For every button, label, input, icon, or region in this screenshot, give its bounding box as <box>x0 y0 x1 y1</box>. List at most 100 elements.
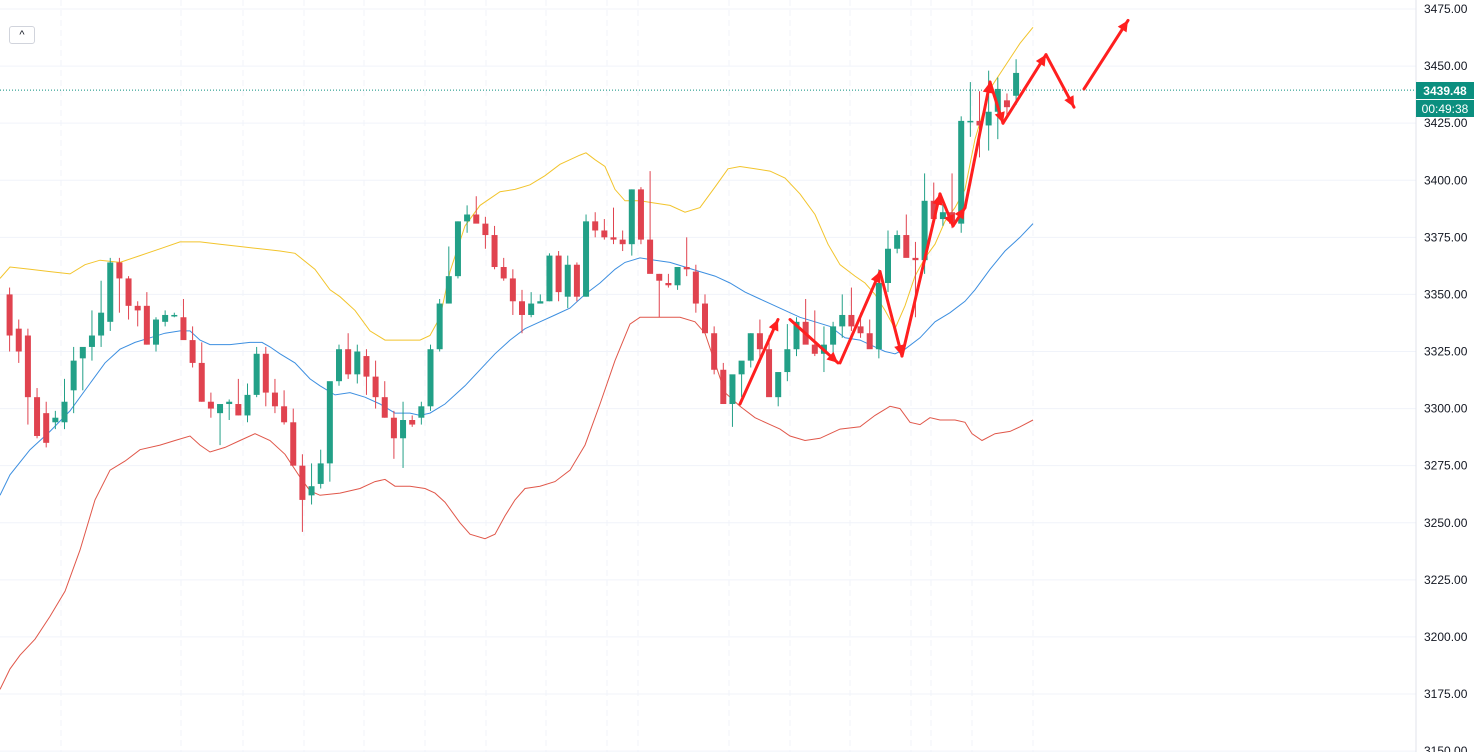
candle-body <box>519 301 525 315</box>
candle-body <box>107 262 114 322</box>
candle-body <box>875 283 882 350</box>
y-axis-tick-label: 3225.00 <box>1424 573 1468 587</box>
candle-body <box>88 335 95 347</box>
candle-body <box>336 349 342 382</box>
y-axis-tick-label: 3325.00 <box>1424 345 1468 359</box>
candle-body <box>1003 100 1010 108</box>
candle-body <box>939 212 946 220</box>
candle-body <box>372 376 379 398</box>
candle-body <box>766 349 773 398</box>
bollinger-middle-band <box>0 223 1034 496</box>
candle-body <box>994 88 1001 112</box>
y-axis-tick-label: 3425.00 <box>1424 116 1468 130</box>
candle-body <box>390 417 397 439</box>
candle-body <box>354 351 361 375</box>
candle-body <box>207 401 214 409</box>
candle-body <box>793 321 800 350</box>
candle-body <box>171 314 178 317</box>
candle-body <box>912 257 919 261</box>
candle-body <box>564 264 571 297</box>
candle-body <box>967 120 974 123</box>
candle-body <box>464 214 471 222</box>
y-axis-tick-label: 3475.00 <box>1424 2 1468 16</box>
y-axis-tick-label: 3175.00 <box>1424 687 1468 701</box>
candle-body <box>665 283 672 286</box>
candle-body <box>125 278 132 306</box>
candle-body <box>592 221 599 231</box>
last-price-label: 3439.48 <box>1416 82 1474 99</box>
y-axis-tick-label: 3150.00 <box>1424 744 1468 752</box>
candle-body <box>903 235 910 258</box>
candle-body <box>308 486 315 496</box>
candle-body <box>702 303 708 334</box>
candle-body <box>61 401 68 423</box>
candle-body <box>1013 72 1020 96</box>
candle-body <box>619 239 626 245</box>
candle-body <box>985 111 992 126</box>
candle-body <box>400 420 407 439</box>
candle-body <box>15 328 22 352</box>
candle-body <box>637 189 644 240</box>
candle-body <box>153 319 159 345</box>
candle-body <box>482 223 489 236</box>
trend-arrow-head <box>826 351 838 363</box>
candle-body <box>180 317 187 341</box>
candle-body <box>244 394 251 416</box>
candle-body <box>656 273 663 281</box>
bollinger-lower-band <box>0 316 1034 690</box>
candle-body <box>628 189 635 245</box>
candle-body <box>866 333 873 350</box>
y-axis-tick-label: 3375.00 <box>1424 230 1468 244</box>
trend-arrow-head <box>1064 95 1074 108</box>
trend-arrow-head <box>954 207 965 220</box>
trend-arrow-line <box>900 192 942 358</box>
candle-body <box>857 326 864 334</box>
candle-body <box>427 349 434 407</box>
candle-body <box>162 314 169 322</box>
candle-body <box>189 340 196 363</box>
candle-body <box>848 314 855 327</box>
candle-body <box>235 404 242 416</box>
trend-arrow-line <box>1082 18 1130 91</box>
candle-body <box>610 237 617 240</box>
candle-body <box>418 406 425 418</box>
candle-body <box>290 422 297 466</box>
candle-body <box>381 397 388 418</box>
trend-arrow-head <box>1117 20 1128 33</box>
candle-body <box>573 264 580 297</box>
candle-body <box>784 349 791 373</box>
candle-body <box>473 214 480 224</box>
candle-body <box>738 360 745 375</box>
candle-body <box>729 374 736 405</box>
candle-body <box>409 420 416 425</box>
candle-body <box>528 303 535 315</box>
candle-body <box>921 200 928 261</box>
collapse-button[interactable]: ^ <box>9 26 35 44</box>
candle-body <box>262 353 269 393</box>
trend-arrow-head <box>1035 54 1046 67</box>
candle-body <box>253 353 260 395</box>
candle-body <box>601 230 608 238</box>
candle-body <box>143 305 150 345</box>
candle-body <box>747 333 754 361</box>
candle-body <box>491 235 498 268</box>
candle-body <box>52 417 59 423</box>
candle-body <box>647 239 654 274</box>
trend-arrow-line <box>963 80 992 210</box>
candle-countdown-label: 00:49:38 <box>1416 100 1474 117</box>
y-axis-tick-label: 3300.00 <box>1424 402 1468 416</box>
y-axis-tick-label: 3275.00 <box>1424 459 1468 473</box>
y-axis-tick-label: 3200.00 <box>1424 630 1468 644</box>
candle-body <box>976 120 983 126</box>
candle-body <box>537 301 544 304</box>
y-axis-tick-label: 3400.00 <box>1424 173 1468 187</box>
candle-body <box>885 248 891 283</box>
candle-body <box>454 221 461 277</box>
chevron-up-icon: ^ <box>19 29 25 41</box>
candle-body <box>555 255 562 293</box>
trend-arrow-line <box>838 270 882 365</box>
y-axis-tick-label: 3250.00 <box>1424 516 1468 530</box>
candle-body <box>226 401 233 405</box>
